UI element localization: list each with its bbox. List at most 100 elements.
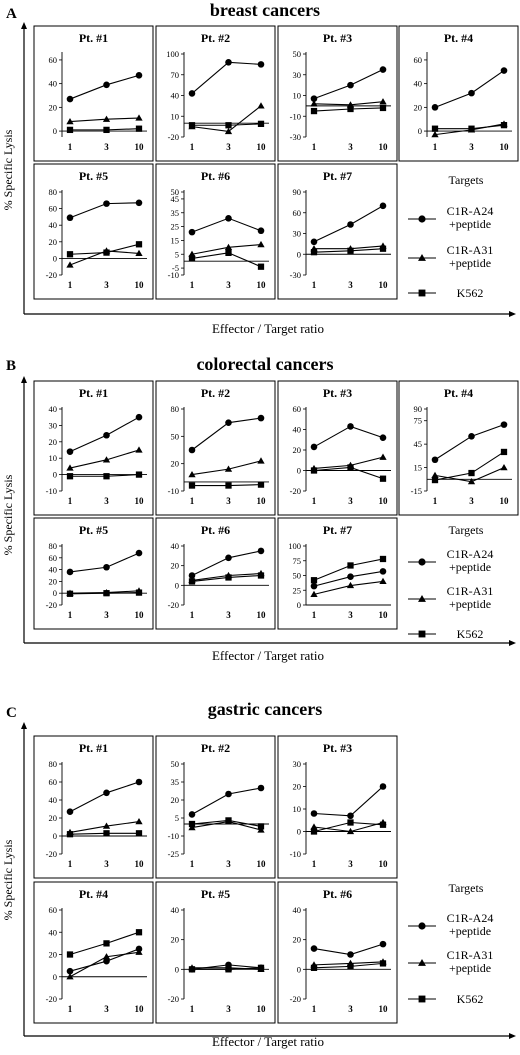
square-point: [310, 249, 318, 256]
x-tick-label: 1: [190, 610, 195, 620]
panel-1: Pt. #1 -10 0 10 20 30 40 1 3 10: [33, 380, 154, 516]
legend-circle-marker: [418, 922, 426, 930]
circle-point: [310, 238, 318, 246]
circle-point: [66, 448, 74, 455]
panel-7: Pt. #7 0 25 50 75 100 1 3 10: [277, 517, 398, 630]
y-tick-label: 70: [171, 70, 180, 80]
x-tick-label: 10: [257, 1004, 267, 1014]
x-tick-label: 10: [257, 280, 267, 290]
panel-frame: [398, 25, 519, 162]
circle-point: [379, 202, 387, 210]
y-axis-label: % Specific Lysis: [1, 839, 15, 920]
triangle-point: [66, 117, 74, 125]
x-tick-label: 10: [500, 142, 510, 152]
panel-6: Pt. #6 -20 0 20 40 1 3 10: [277, 881, 398, 1024]
circle-series-line: [191, 550, 262, 576]
panel-title: Pt. #1: [79, 386, 108, 400]
y-axis-arrow: [21, 376, 27, 383]
circle-point: [468, 433, 475, 440]
y-axis-arrow: [21, 722, 27, 729]
x-tick-label: 3: [348, 859, 353, 869]
panel-title: Pt. #7: [323, 169, 352, 183]
circle-point: [379, 783, 387, 790]
y-tick-label: 35: [171, 208, 180, 218]
y-tick-label: 45: [171, 194, 180, 204]
x-tick-label: 10: [135, 280, 145, 290]
legend-label: K562: [457, 627, 484, 641]
legend-title: Targets: [449, 881, 484, 895]
legend-label: C1R-A24: [447, 547, 494, 561]
x-tick-label: 10: [379, 610, 389, 620]
circle-point: [431, 456, 439, 464]
y-axis-label: % Specific Lysis: [1, 474, 15, 555]
panel-title: Pt. #6: [201, 523, 230, 537]
y-tick-label: 20: [49, 576, 58, 586]
y-tick-label: 75: [293, 556, 302, 566]
square-point: [66, 126, 74, 134]
square-point: [135, 125, 143, 132]
triangle-point: [379, 577, 387, 585]
y-tick-label: 100: [166, 49, 179, 59]
circle-point: [103, 81, 110, 89]
y-tick-label: 0: [53, 126, 57, 136]
y-tick-label: -20: [46, 270, 57, 280]
circle-point: [257, 227, 265, 235]
triangle-point: [257, 240, 265, 248]
panel-2: Pt. #2 -10 20 50 80 1 3 10: [155, 380, 276, 516]
triangle-point: [135, 249, 143, 257]
y-tick-label: 20: [49, 950, 58, 960]
x-tick-label: 10: [500, 496, 510, 506]
y-tick-label: 0: [297, 466, 301, 476]
legend-triangle-marker: [418, 959, 426, 966]
panel-frame: [33, 25, 154, 162]
square-point: [347, 464, 354, 471]
circle-point: [431, 104, 439, 111]
x-tick-label: 3: [226, 280, 231, 290]
y-tick-label: 10: [293, 804, 302, 814]
square-point: [135, 241, 143, 248]
panel-frame: [277, 25, 398, 162]
y-tick-label: 30: [293, 759, 302, 769]
square-point: [66, 473, 74, 480]
y-tick-label: 20: [49, 237, 58, 247]
circle-point: [347, 221, 354, 228]
panel-frame: [277, 380, 398, 516]
panel-title: Pt. #6: [201, 169, 230, 183]
square-point: [66, 951, 74, 958]
y-tick-label: 60: [49, 55, 58, 65]
y-tick-label: 90: [293, 187, 302, 197]
x-tick-label: 10: [257, 610, 267, 620]
square-point: [310, 107, 318, 115]
legend: TargetsC1R-A24+peptideC1R-A31+peptideK56…: [408, 881, 493, 1006]
panel-frame: [155, 163, 276, 300]
triangle-point: [66, 464, 74, 471]
legend-square-marker: [418, 289, 426, 297]
square-point: [257, 964, 265, 971]
section-letter: C: [6, 705, 17, 721]
y-tick-label: 60: [49, 777, 58, 787]
x-tick-label: 1: [68, 280, 73, 290]
panel-5: Pt. #5 -20 0 20 40 60 80 1 3 10: [33, 163, 154, 300]
x-tick-label: 1: [312, 280, 317, 290]
panel-title: Pt. #5: [79, 523, 108, 537]
square-point: [310, 828, 318, 835]
panel-1: Pt. #1 -20 0 20 40 60 80 1 3 10: [33, 735, 154, 879]
legend-label: C1R-A31: [447, 243, 494, 257]
square-point: [310, 964, 318, 971]
y-tick-label: 0: [53, 253, 57, 263]
panel-title: Pt. #5: [79, 169, 108, 183]
legend-label: C1R-A24: [447, 204, 494, 218]
circle-point: [135, 778, 143, 786]
y-tick-label: 60: [414, 55, 423, 65]
panel-2: Pt. #2 -20 10 40 70 100 1 3 10: [155, 25, 276, 162]
y-tick-label: 20: [414, 102, 423, 112]
y-tick-label: 40: [49, 79, 58, 89]
x-tick-label: 3: [348, 1004, 353, 1014]
x-axis-label: Effector / Target ratio: [212, 321, 324, 336]
square-point: [468, 125, 475, 132]
circle-point: [225, 790, 232, 798]
triangle-point: [379, 453, 387, 460]
y-tick-label: 5: [175, 249, 179, 259]
legend: TargetsC1R-A24+peptideC1R-A31+peptideK56…: [408, 523, 493, 641]
x-tick-label: 1: [68, 859, 73, 869]
